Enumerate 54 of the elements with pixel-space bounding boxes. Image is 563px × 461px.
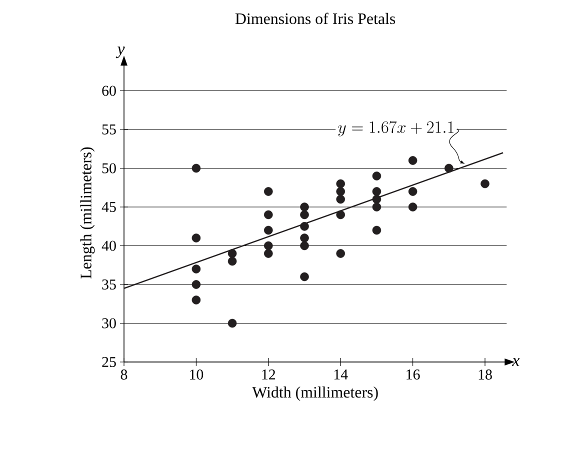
y-tick-label: 50 xyxy=(102,163,116,174)
x-tick-label: 8 xyxy=(120,370,128,380)
point xyxy=(336,179,346,188)
y-tick-label: 25 xyxy=(102,356,116,368)
point xyxy=(300,202,309,212)
point xyxy=(336,249,346,258)
point xyxy=(228,256,237,266)
point xyxy=(228,318,237,328)
point xyxy=(336,194,346,204)
point xyxy=(300,222,309,231)
y-tick-label: 60 xyxy=(102,86,116,96)
point xyxy=(444,164,454,173)
y-tick-label: 45 xyxy=(102,202,116,212)
point xyxy=(336,187,346,196)
point xyxy=(408,187,418,196)
point xyxy=(192,234,201,242)
point xyxy=(192,264,201,274)
text: y xyxy=(116,46,125,58)
point xyxy=(300,241,309,250)
point xyxy=(264,249,273,258)
x-axis-title: Width (millimeters) xyxy=(252,386,378,401)
y-tick-label: 55 xyxy=(102,124,116,134)
point xyxy=(372,194,382,204)
point xyxy=(300,272,309,282)
point xyxy=(408,202,418,212)
x-tick-label: 16 xyxy=(406,370,420,380)
point xyxy=(264,187,273,196)
x-tick-label: 10 xyxy=(190,370,204,380)
point xyxy=(336,210,346,220)
point xyxy=(372,202,382,212)
point xyxy=(192,164,201,173)
x-tick-label: 12 xyxy=(262,370,276,380)
point xyxy=(264,241,273,250)
x-tick-label: 18 xyxy=(478,370,492,380)
y-tick-label: 35 xyxy=(102,279,116,290)
y-tick-label: 40 xyxy=(102,240,116,251)
point xyxy=(192,280,201,289)
y-axis-title: Length (millimeters) xyxy=(80,147,95,279)
point xyxy=(408,156,418,165)
point xyxy=(372,172,382,180)
point xyxy=(264,210,273,220)
point xyxy=(192,296,201,304)
chart-title: Dimensions of Iris Petals xyxy=(235,12,396,24)
point xyxy=(372,187,382,196)
point xyxy=(228,249,237,258)
point xyxy=(300,210,309,220)
point xyxy=(264,226,273,235)
point xyxy=(300,234,309,242)
point xyxy=(480,179,490,188)
annotation: $y = 1.67x + 21.1$ xyxy=(338,121,454,136)
point xyxy=(372,226,382,235)
x-tick-label: 14 xyxy=(334,370,348,380)
y-tick-label: 30 xyxy=(102,318,116,328)
text: x xyxy=(512,358,520,366)
